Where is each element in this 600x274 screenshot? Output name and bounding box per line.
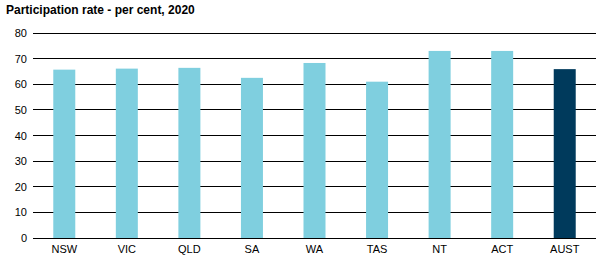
x-tick-label: AUST (550, 243, 580, 255)
y-tick-label: 10 (15, 206, 27, 218)
x-tick-label: ACT (491, 243, 513, 255)
bar (241, 78, 263, 238)
bar (53, 70, 75, 238)
grid-line (33, 33, 596, 34)
y-tick-label: 80 (15, 27, 27, 39)
page: {"chart_data": {"type": "bar", "title": … (0, 0, 600, 274)
x-tick-label: QLD (178, 243, 201, 255)
bar (491, 51, 513, 238)
x-tick-label: WA (306, 243, 324, 255)
y-tick-label: 0 (21, 232, 27, 244)
y-tick-label: 70 (15, 53, 27, 65)
y-tick-label: 30 (15, 155, 27, 167)
chart-container: Participation rate - per cent, 2020 0 10 20… (0, 0, 600, 274)
bar (366, 82, 388, 238)
x-tick-label: TAS (367, 243, 388, 255)
x-tick-label: NSW (51, 243, 77, 255)
y-tick-label: 40 (15, 130, 27, 142)
bar (304, 63, 326, 238)
bar (116, 69, 138, 238)
x-tick-label: NT (432, 243, 447, 255)
y-tick-label: 20 (15, 181, 27, 193)
bars (53, 51, 575, 238)
x-tick-label: SA (245, 243, 260, 255)
bar (178, 68, 200, 238)
y-tick-label: 50 (15, 104, 27, 116)
bar (429, 51, 451, 238)
y-tick-label: 60 (15, 78, 27, 90)
bar (554, 69, 576, 238)
chart-svg: Participation rate - per cent, 2020 0 10 20… (0, 0, 600, 274)
x-tick-label: VIC (118, 243, 136, 255)
title: Participation rate - per cent, 2020 (6, 3, 195, 17)
